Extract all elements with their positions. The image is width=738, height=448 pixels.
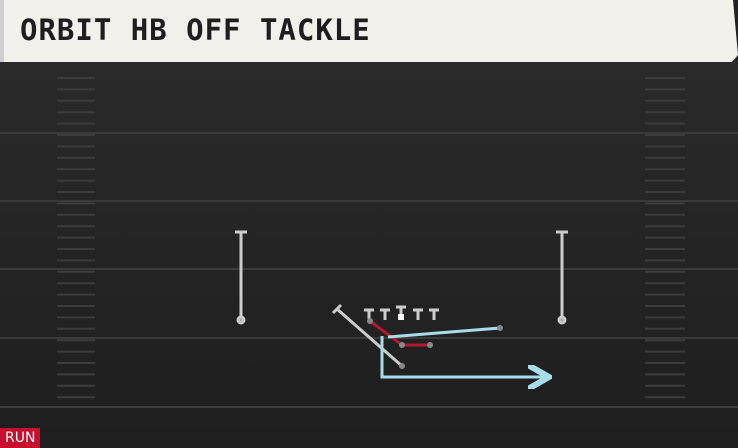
play-title: ORBIT HB OFF TACKLE — [20, 13, 371, 47]
play-type-badge: RUN — [0, 428, 41, 448]
hash-marks — [57, 77, 685, 399]
linemen — [364, 305, 439, 320]
header-bar — [0, 0, 738, 62]
header-edge — [0, 0, 4, 62]
routes — [331, 303, 546, 377]
yard-lines — [0, 132, 738, 408]
route-dots — [367, 318, 503, 369]
turf — [0, 60, 738, 448]
receivers — [235, 230, 568, 325]
